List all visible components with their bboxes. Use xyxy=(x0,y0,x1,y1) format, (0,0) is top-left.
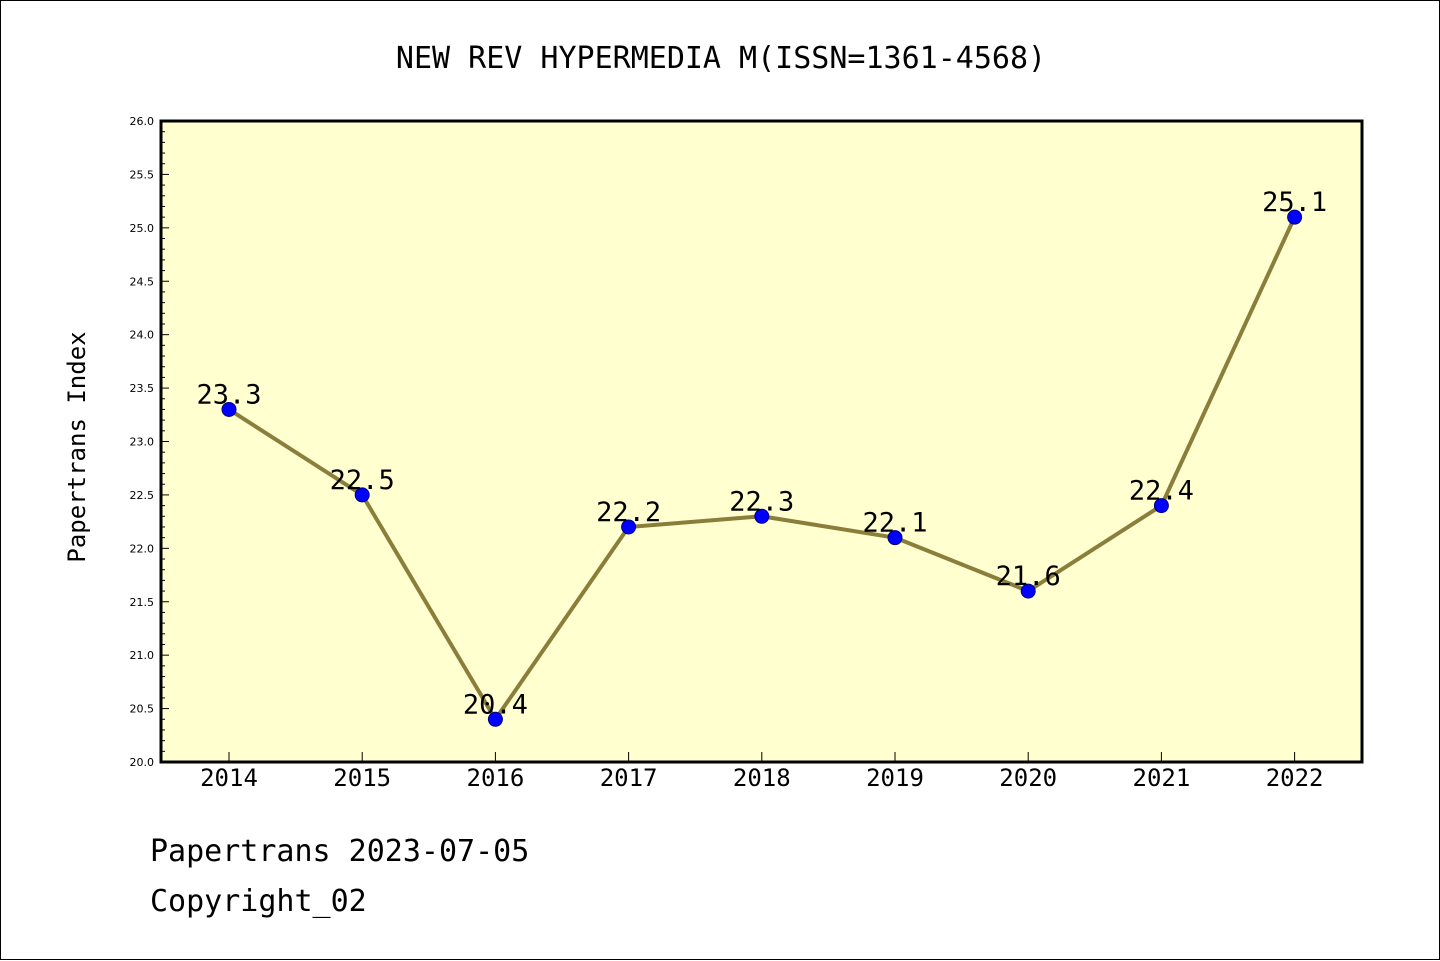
data-point xyxy=(487,711,503,727)
data-point xyxy=(1020,583,1036,599)
data-point xyxy=(1153,498,1169,514)
y-tick-label: 25.5 xyxy=(130,168,155,181)
y-tick-label: 20.5 xyxy=(130,703,155,716)
y-tick-label: 21.0 xyxy=(130,649,155,662)
data-label: 22.1 xyxy=(862,508,927,539)
data-point xyxy=(354,487,370,503)
y-tick-label: 23.5 xyxy=(130,382,155,395)
x-tick-label: 2019 xyxy=(866,764,924,792)
x-tick-label: 2021 xyxy=(1133,764,1191,792)
x-tick-label: 2020 xyxy=(999,764,1057,792)
data-point xyxy=(887,530,903,546)
data-label: 23.3 xyxy=(196,379,261,410)
data-label: 22.4 xyxy=(1129,476,1194,507)
y-tick-label: 22.5 xyxy=(130,489,155,502)
data-point xyxy=(754,508,770,524)
data-label: 20.4 xyxy=(463,689,528,720)
y-tick-label: 20.0 xyxy=(130,756,155,769)
data-labels-group: 23.3 22.5 20.4 22.2 22.3 22.1 21.6 22.4 25.1 xyxy=(196,187,1327,720)
chart-title: NEW REV HYPERMEDIA M(ISSN=1361-4568) xyxy=(396,41,1046,76)
data-point xyxy=(1287,209,1303,225)
data-label: 21.6 xyxy=(996,561,1061,592)
y-tick-label: 21.5 xyxy=(130,596,155,609)
x-tick-label: 2022 xyxy=(1266,764,1324,792)
y-tick-label: 23.0 xyxy=(130,436,155,449)
data-label: 22.5 xyxy=(330,465,395,496)
footer-copyright: Copyright_02 xyxy=(150,884,367,919)
x-tick-label: 2018 xyxy=(733,764,791,792)
y-tick-label: 24.0 xyxy=(130,329,155,342)
data-point xyxy=(221,401,237,417)
y-axis-label: Papertrans Index xyxy=(63,331,91,562)
x-tick-label: 2014 xyxy=(200,764,258,792)
y-tick-label: 24.5 xyxy=(130,275,155,288)
y-tick-label: 22.0 xyxy=(130,542,155,555)
y-tick-label: 25.0 xyxy=(130,222,155,235)
x-axis: 2014 2015 2016 2017 2018 2019 2020 2021 2022 xyxy=(200,752,1323,792)
x-tick-label: 2015 xyxy=(333,764,391,792)
footer-date: Papertrans 2023-07-05 xyxy=(150,834,530,869)
data-label: 25.1 xyxy=(1262,187,1327,218)
x-tick-label: 2017 xyxy=(600,764,658,792)
data-point xyxy=(621,519,637,535)
markers-group xyxy=(221,209,1303,727)
plot-area xyxy=(159,119,1364,764)
y-tick-label: 26.0 xyxy=(130,115,155,128)
y-axis: 20.0 20.5 21.0 21.5 22.0 22.5 23.0 23.5 24.0 24.5… xyxy=(130,115,169,769)
data-label: 22.2 xyxy=(596,497,661,528)
data-label: 22.3 xyxy=(729,486,794,517)
x-tick-label: 2016 xyxy=(467,764,525,792)
